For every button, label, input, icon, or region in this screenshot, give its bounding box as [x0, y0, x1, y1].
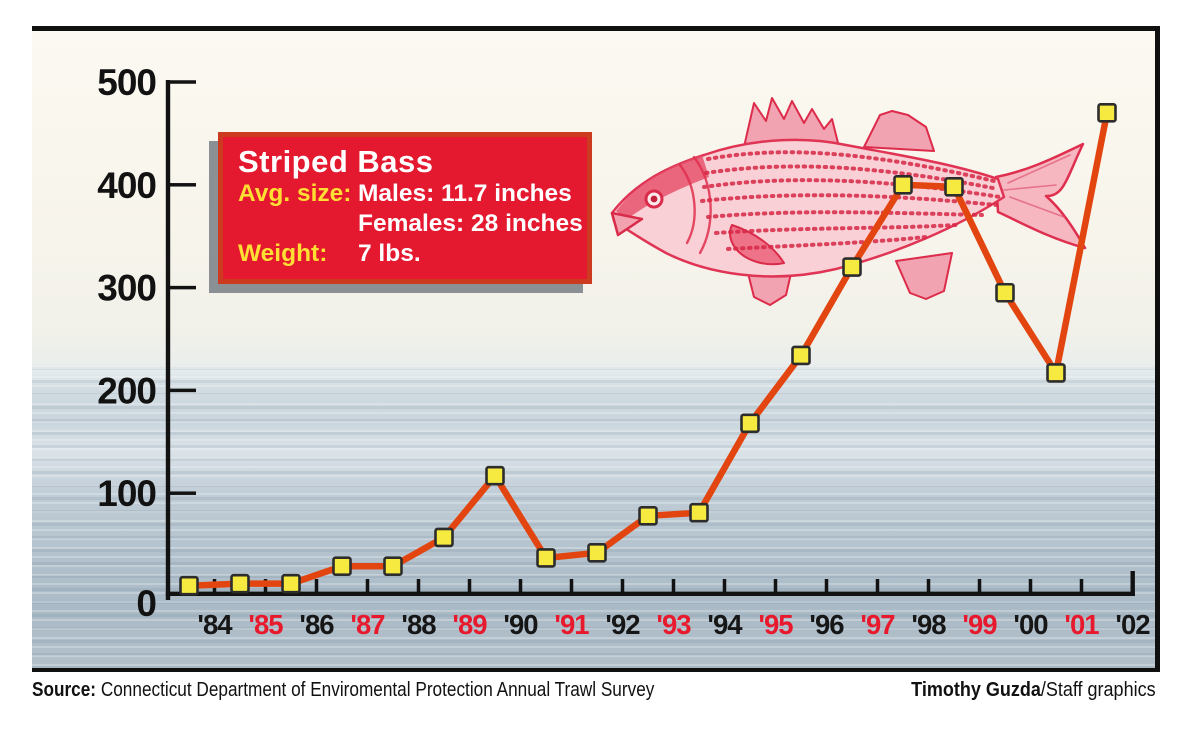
x-axis-label: '00 — [1013, 609, 1048, 640]
y-axis-label: 0 — [136, 583, 156, 624]
x-axis-label: '96 — [809, 609, 844, 640]
data-point-marker — [689, 502, 709, 523]
data-point-marker — [740, 413, 760, 434]
males-value: Males: 11.7 inches — [358, 180, 572, 207]
y-axis-label: 100 — [97, 473, 156, 514]
y-axis-line — [165, 80, 171, 600]
data-point-marker — [1046, 363, 1066, 383]
source-text: Connecticut Department of Enviromental P… — [96, 679, 655, 701]
x-axis-label: '95 — [758, 609, 793, 640]
weight-label: Weight: — [238, 240, 328, 267]
fish-head-shading — [616, 155, 709, 220]
x-axis-label: '01 — [1064, 609, 1099, 640]
x-axis-tick — [977, 579, 982, 592]
y-axis-tick — [170, 183, 196, 187]
avg-size-row: Avg. size: Males: 11.7 inches — [238, 179, 587, 209]
fish-mouth — [610, 211, 644, 237]
data-point-marker — [893, 175, 913, 195]
data-point-marker — [944, 177, 964, 197]
weight-value: 7 lbs. — [358, 240, 421, 267]
x-axis-tick — [1028, 579, 1033, 592]
info-box-title: Striped Bass — [238, 144, 434, 179]
x-axis-tick — [365, 579, 370, 592]
x-axis-tick — [824, 579, 829, 592]
x-axis-label: '91 — [554, 609, 589, 640]
females-row: Females: 28 inches — [238, 209, 587, 239]
data-point-marker — [383, 556, 403, 576]
avg-size-label: Avg. size: — [238, 180, 352, 207]
x-axis-label: '88 — [401, 609, 436, 640]
fish-pectoral-fin — [728, 224, 785, 266]
females-value: Females: 28 inches — [358, 210, 583, 237]
x-axis-label: '92 — [605, 609, 640, 640]
x-axis-tick — [671, 579, 676, 592]
x-axis-label: '85 — [248, 609, 283, 640]
x-axis-label: '89 — [452, 609, 487, 640]
source-label: Source: — [32, 679, 97, 701]
water-area — [32, 367, 1155, 668]
x-axis-tick — [518, 579, 523, 592]
x-axis-tick — [1079, 579, 1084, 592]
x-axis-label: '02 — [1115, 609, 1150, 640]
data-point-marker — [587, 543, 607, 563]
y-axis-tick — [170, 285, 196, 290]
fish-second-dorsal-fin — [863, 110, 935, 152]
y-axis-tick — [170, 80, 196, 84]
x-axis-label: '98 — [911, 609, 946, 640]
info-box: Striped Bass Avg. size: Males: 11.7 inche… — [218, 132, 592, 284]
data-point-marker — [434, 527, 454, 548]
data-point-marker — [842, 257, 862, 277]
fish-tail — [994, 142, 1087, 250]
data-point-marker — [485, 465, 505, 486]
y-axis-label: 300 — [97, 268, 156, 309]
x-axis-tick — [416, 579, 421, 592]
x-axis-label: '84 — [197, 609, 233, 640]
x-axis-label: '99 — [962, 609, 997, 640]
x-axis-label: '93 — [656, 609, 691, 640]
x-axis-label: '86 — [299, 609, 334, 640]
striped-bass-illustration-icon — [610, 97, 1087, 306]
x-axis-label: '90 — [503, 609, 538, 640]
fish-dorsal-fin — [743, 97, 839, 148]
x-axis-tick — [467, 579, 472, 592]
data-point-marker — [179, 575, 199, 596]
x-axis-label: '97 — [860, 609, 895, 640]
data-point-marker — [281, 573, 301, 594]
ocean-photo-background — [32, 26, 1160, 672]
x-axis-tick — [314, 579, 319, 592]
data-point-marker — [332, 556, 352, 576]
fish-gill-line — [678, 155, 712, 255]
x-axis-line — [165, 591, 1135, 596]
x-axis-tick — [773, 579, 778, 592]
credit-role: /Staff graphics — [1041, 679, 1156, 701]
data-point-marker — [1097, 103, 1117, 123]
weight-row: Weight: 7 lbs. — [238, 239, 587, 269]
data-point-marker — [791, 345, 811, 366]
y-axis-label: 500 — [97, 62, 156, 103]
fish-body — [610, 138, 1006, 278]
fish-anal-fin — [895, 252, 953, 300]
data-point-marker — [230, 573, 250, 594]
y-axis-tick — [170, 388, 196, 393]
x-axis-tick — [569, 579, 574, 592]
x-axis-tick — [875, 579, 880, 592]
x-axis-tick — [722, 579, 727, 592]
x-axis-label: '94 — [707, 609, 743, 640]
y-axis-label: 400 — [97, 165, 156, 206]
x-axis-label: '87 — [350, 609, 385, 640]
y-axis-label: 200 — [97, 370, 156, 411]
source-caption: Source: Connecticut Department of Enviro… — [32, 679, 654, 702]
data-point-marker — [638, 506, 658, 526]
credit-name: Timothy Guzda — [911, 679, 1042, 701]
x-axis-tick — [620, 579, 625, 592]
credit-caption: Timothy Guzda/Staff graphics — [912, 679, 1156, 702]
y-axis-tick — [170, 491, 196, 495]
data-point-marker — [536, 548, 556, 568]
x-axis-tick — [926, 579, 931, 592]
x-axis-end-hook — [1130, 571, 1135, 596]
data-point-marker — [995, 282, 1015, 303]
